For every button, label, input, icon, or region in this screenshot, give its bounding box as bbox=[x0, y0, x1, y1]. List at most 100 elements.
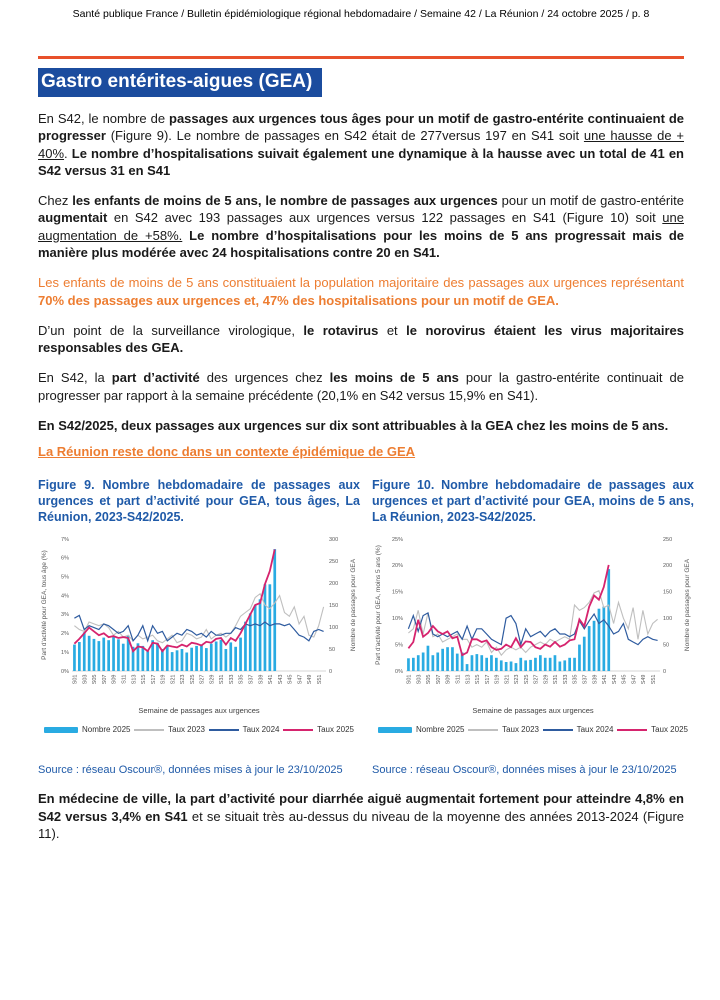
section-title: Gastro entérites-aigues (GEA) bbox=[38, 68, 323, 97]
svg-text:S19: S19 bbox=[495, 675, 501, 685]
svg-text:S09: S09 bbox=[112, 675, 118, 685]
text-run: Chez bbox=[38, 193, 73, 209]
text-run: . bbox=[64, 145, 72, 161]
svg-text:S05: S05 bbox=[92, 675, 98, 685]
svg-text:150: 150 bbox=[329, 603, 338, 609]
svg-text:0: 0 bbox=[663, 669, 666, 675]
svg-text:7%: 7% bbox=[61, 537, 69, 543]
svg-text:100: 100 bbox=[329, 625, 338, 631]
text-run: Le nombre d’hospitalisations pour les mo… bbox=[38, 227, 685, 260]
svg-text:Semaine de passages aux urgenc: Semaine de passages aux urgences bbox=[472, 706, 594, 715]
legend-line-swatch bbox=[468, 728, 499, 731]
text-run: Le nombre d’hospitalisations suivait éga… bbox=[38, 145, 684, 178]
header-divider bbox=[38, 56, 684, 59]
text-run: en S42 avec 193 passages aux urgences ve… bbox=[107, 210, 663, 226]
svg-text:5%: 5% bbox=[395, 643, 403, 649]
svg-text:10%: 10% bbox=[392, 616, 403, 622]
legend-line-swatch bbox=[134, 728, 165, 731]
paragraph-moins-5-ans: Chez les enfants de moins de 5 ans, le n… bbox=[38, 192, 684, 261]
svg-text:S01: S01 bbox=[407, 675, 413, 685]
svg-text:S03: S03 bbox=[82, 675, 88, 685]
svg-text:S51: S51 bbox=[651, 675, 657, 685]
text-run: En S42/2025, deux passages aux urgences … bbox=[38, 417, 669, 433]
text-run: En S42, le nombre de bbox=[38, 111, 169, 126]
svg-text:Part d'activité pour GEA, moin: Part d'activité pour GEA, moins 5 ans (%… bbox=[375, 545, 382, 665]
figure-9-block: Figure 9. Nombre hebdomadaire de passage… bbox=[38, 477, 360, 777]
text-run: pour la gastro-entérite continuait de pr… bbox=[38, 370, 684, 403]
svg-text:100: 100 bbox=[663, 616, 672, 622]
legend-item: Nombre 2025 bbox=[378, 725, 464, 734]
legend-label: Taux 2023 bbox=[168, 725, 205, 735]
svg-text:4%: 4% bbox=[61, 594, 69, 600]
svg-text:2%: 2% bbox=[61, 631, 69, 637]
svg-text:S07: S07 bbox=[436, 675, 442, 685]
svg-text:S43: S43 bbox=[278, 675, 284, 685]
svg-text:S49: S49 bbox=[307, 675, 313, 685]
text-run: augmentait bbox=[38, 210, 108, 226]
svg-text:Part d'activité pour GEA, tous: Part d'activité pour GEA, tous âge (%) bbox=[41, 550, 48, 660]
svg-text:S25: S25 bbox=[190, 675, 196, 685]
text-run: le norovirus étaient les virus majoritai… bbox=[38, 322, 684, 356]
svg-text:250: 250 bbox=[329, 559, 338, 565]
text-run: En S42, la bbox=[38, 370, 112, 386]
legend-label: Nombre 2025 bbox=[82, 725, 131, 735]
svg-text:S01: S01 bbox=[73, 675, 79, 685]
legend-item: Nombre 2025 bbox=[44, 725, 130, 734]
svg-text:S07: S07 bbox=[102, 675, 108, 685]
svg-text:0%: 0% bbox=[61, 669, 69, 675]
svg-text:S15: S15 bbox=[141, 675, 147, 685]
svg-text:S51: S51 bbox=[317, 675, 323, 685]
figure-10-block: Figure 10. Nombre hebdomadaire de passag… bbox=[372, 477, 694, 777]
svg-text:250: 250 bbox=[663, 537, 672, 543]
svg-text:S19: S19 bbox=[161, 675, 167, 685]
figure-10-caption: Figure 10. Nombre hebdomadaire de passag… bbox=[372, 477, 694, 525]
svg-text:S13: S13 bbox=[131, 675, 137, 685]
svg-text:S29: S29 bbox=[543, 675, 549, 685]
document-header: Santé publique France / Bulletin épidémi… bbox=[72, 8, 650, 20]
svg-text:S11: S11 bbox=[456, 675, 462, 684]
svg-text:S17: S17 bbox=[485, 675, 491, 685]
svg-text:S39: S39 bbox=[258, 675, 264, 685]
text-run: D’un point de la surveillance virologiqu… bbox=[38, 322, 304, 338]
svg-text:1%: 1% bbox=[61, 650, 69, 656]
figure-9-chart: 0% 1% 2% 3% 4% 5% 6% 7% 0 50 100 150 200 250 300 S01 S03… bbox=[38, 531, 360, 723]
svg-text:S27: S27 bbox=[534, 675, 540, 685]
svg-text:S41: S41 bbox=[602, 675, 608, 685]
paragraph-medecine-de-ville: En médecine de ville, la part d’activité… bbox=[38, 790, 684, 842]
svg-text:S45: S45 bbox=[288, 675, 294, 685]
legend-label: Taux 2024 bbox=[242, 725, 280, 735]
text-run: part d’activité bbox=[111, 370, 200, 386]
legend-item: Taux 2025 bbox=[283, 725, 354, 734]
figure-10-source: Source : réseau Oscour®, données mises à… bbox=[372, 764, 677, 777]
svg-text:Semaine de passages aux urgenc: Semaine de passages aux urgences bbox=[138, 706, 260, 715]
svg-text:50: 50 bbox=[329, 647, 335, 653]
figures-row: Figure 9. Nombre hebdomadaire de passage… bbox=[38, 477, 694, 777]
legend-line-swatch bbox=[283, 728, 314, 731]
svg-text:S13: S13 bbox=[465, 675, 471, 685]
svg-text:Nombre de passages pour GEA: Nombre de passages pour GEA bbox=[684, 559, 691, 652]
legend-label: Taux 2025 bbox=[651, 725, 688, 735]
svg-text:S17: S17 bbox=[151, 675, 157, 685]
paragraph-urgences-tous-ages: En S42, le nombre de passages aux urgenc… bbox=[38, 110, 684, 179]
figure-10-chart: 0% 5% 10% 15% 20% 25% 0 50 100 150 200 250 S01 S03 S05… bbox=[372, 531, 694, 723]
legend-item: Taux 2024 bbox=[208, 725, 280, 735]
legend-item: Taux 2023 bbox=[134, 725, 205, 734]
text-run: En médecine de ville, la part d’activité… bbox=[38, 791, 684, 824]
svg-text:50: 50 bbox=[663, 643, 669, 649]
svg-text:S31: S31 bbox=[553, 675, 559, 685]
text-run: et bbox=[378, 322, 407, 338]
svg-text:S35: S35 bbox=[239, 675, 245, 685]
figure-9-caption: Figure 9. Nombre hebdomadaire de passage… bbox=[38, 477, 360, 525]
svg-text:200: 200 bbox=[663, 563, 672, 569]
text-run: (Figure 9). Le nombre de passages en S42… bbox=[105, 128, 584, 144]
svg-text:Nombre de passages pour GEA: Nombre de passages pour GEA bbox=[350, 559, 357, 652]
text-run: passages aux urgences tous âges pour un … bbox=[38, 111, 685, 144]
svg-text:300: 300 bbox=[329, 537, 338, 543]
paragraph-part-activite: En S42, la part d’activité des urgences … bbox=[38, 369, 684, 404]
svg-text:S31: S31 bbox=[219, 675, 225, 685]
legend-label: Taux 2025 bbox=[317, 725, 354, 735]
svg-text:25%: 25% bbox=[392, 537, 403, 543]
svg-text:S37: S37 bbox=[249, 675, 255, 685]
svg-text:S33: S33 bbox=[229, 675, 235, 685]
